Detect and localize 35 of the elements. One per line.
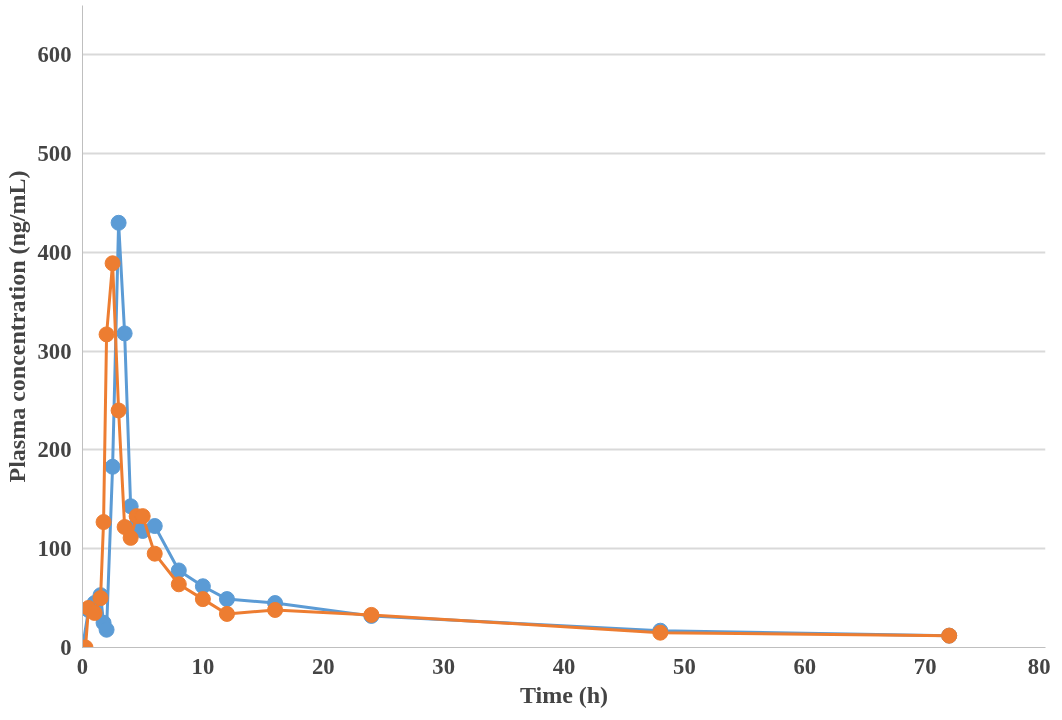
point: [116, 325, 133, 342]
point: [218, 605, 235, 622]
point: [104, 255, 121, 272]
point: [98, 621, 115, 638]
point: [146, 518, 163, 534]
x-tick-label: 60: [793, 653, 817, 679]
point: [267, 601, 284, 618]
y-axis-title: Plasma concentration (ng/mL): [3, 170, 30, 483]
point: [146, 545, 163, 562]
point: [98, 326, 115, 343]
y-tick-label: 400: [37, 239, 72, 265]
x-tick-label: 80: [1027, 653, 1051, 679]
x-tick-label: 10: [191, 653, 215, 679]
point: [110, 402, 127, 419]
point: [104, 458, 121, 475]
y-tick-label: 200: [37, 437, 72, 463]
x-tick-label: 50: [673, 653, 696, 679]
y-tick-label: 100: [37, 536, 72, 562]
y-tick-label: 500: [37, 141, 72, 167]
y-tick-label: 600: [37, 42, 72, 68]
point: [110, 214, 127, 231]
y-tick-label: 300: [37, 338, 72, 364]
x-tick-label: 20: [311, 653, 335, 679]
x-tick-label: 0: [76, 653, 89, 679]
point: [170, 562, 187, 579]
y-tick-label: 0: [60, 635, 72, 660]
point: [95, 514, 112, 531]
x-tick-label: 40: [552, 653, 576, 679]
point: [218, 591, 235, 608]
point: [122, 529, 139, 546]
point: [170, 576, 187, 593]
x-tick-label: 70: [913, 653, 937, 679]
point: [194, 591, 211, 608]
x-axis-title: Time (h): [519, 681, 609, 708]
x-tick-label: 30: [432, 653, 455, 679]
